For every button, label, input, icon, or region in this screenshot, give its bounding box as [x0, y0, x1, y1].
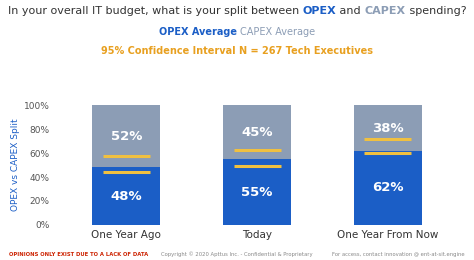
Text: In your overall IT budget, what is your split between: In your overall IT budget, what is your …: [8, 6, 302, 16]
Text: 55%: 55%: [241, 186, 273, 199]
Text: OPEX Average: OPEX Average: [159, 27, 237, 37]
Bar: [92, 105, 160, 167]
Text: CAPEX Average: CAPEX Average: [240, 27, 315, 37]
Text: OPEX: OPEX: [302, 6, 337, 16]
Text: 62%: 62%: [372, 181, 404, 194]
Text: 48%: 48%: [110, 190, 142, 203]
Text: and: and: [337, 6, 365, 16]
Text: OPINIONS ONLY EXIST DUE TO A LACK OF DATA: OPINIONS ONLY EXIST DUE TO A LACK OF DAT…: [9, 252, 149, 257]
Bar: [354, 151, 422, 225]
Text: 45%: 45%: [241, 126, 273, 139]
Text: 95% Confidence Interval N = 267 Tech Executives: 95% Confidence Interval N = 267 Tech Exe…: [101, 46, 373, 55]
Bar: [223, 105, 291, 159]
Bar: [223, 159, 291, 225]
Y-axis label: OPEX vs CAPEX Split: OPEX vs CAPEX Split: [10, 119, 19, 211]
Text: spending?: spending?: [406, 6, 466, 16]
Bar: [92, 167, 160, 225]
Text: For access, contact innovation @ ent-at-sit.engine: For access, contact innovation @ ent-at-…: [332, 252, 465, 257]
Bar: [354, 105, 422, 151]
Text: 38%: 38%: [372, 121, 404, 134]
Text: Copyright © 2020 Apttus Inc. - Confidential & Proprietary: Copyright © 2020 Apttus Inc. - Confident…: [161, 252, 313, 257]
Text: 52%: 52%: [111, 130, 142, 143]
Text: CAPEX: CAPEX: [365, 6, 406, 16]
